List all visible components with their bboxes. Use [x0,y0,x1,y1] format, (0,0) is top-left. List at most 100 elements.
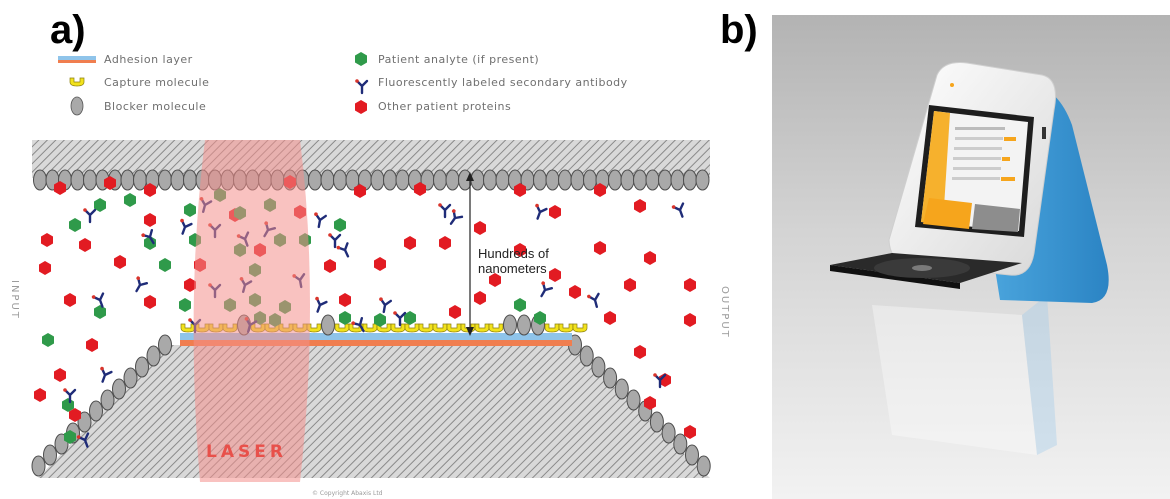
blocker-molecule [146,345,161,367]
screen-button-gray [972,204,1020,232]
laser-beam [193,140,310,482]
patient-analyte-hexagon [94,198,106,212]
antibody [76,432,90,448]
other-protein-hexagon [339,293,351,307]
patient-analyte-hexagon [534,311,546,325]
antibody [351,316,365,333]
legend-proteins-label: Other patient proteins [378,100,511,113]
antibody [315,296,328,313]
device-reflection [872,305,1037,455]
antibody-stroke [337,242,350,258]
blocker-molecule [433,169,447,191]
other-protein-hexagon [34,388,46,402]
blocker-molecule [683,169,697,191]
blocker-molecule [503,314,517,336]
adhesion-layer-orange [180,340,572,346]
blocker-molecule [120,169,135,191]
capture-molecule [572,323,588,333]
antibody-stroke [587,292,600,308]
patient-analyte-hexagon [124,193,136,207]
antibody [328,233,342,249]
blocker-molecule [395,169,410,191]
blocker-molecule [33,169,47,191]
antibody [379,297,392,314]
other-protein-hexagon [474,221,486,235]
capture-molecule [558,323,574,333]
antibody-stroke [379,298,392,314]
antibody-stroke [438,203,452,219]
blocker-molecule [370,169,385,191]
blocker-molecule [558,169,572,191]
antibody-label-dot [76,435,81,439]
capture-molecule [488,323,504,333]
antibody-label-dot [438,203,442,207]
antibody-stroke [449,209,464,225]
capture-molecule [180,323,196,333]
antibody-label-dot [136,276,140,280]
capture-molecule [362,323,378,333]
other-protein-hexagon [414,182,426,196]
blocker-molecule [123,367,138,389]
other-protein-hexagon [144,213,156,227]
antibody-stroke [315,297,328,313]
patient-analyte-hexagon [144,236,156,250]
other-protein-hexagon [604,311,616,325]
antibody-stroke [314,213,327,229]
disc-hub [912,265,932,271]
other-protein-hexagon [324,259,336,273]
other-protein-hexagon [594,183,606,197]
patient-analyte-hexagon [334,218,346,232]
blocker-molecule [645,169,660,191]
legend: Adhesion layer Capture molecule Blocker … [58,52,627,116]
hexagon-icon [355,100,367,114]
other-protein-hexagon [634,199,646,213]
blocker-molecule [158,334,172,356]
antibody [180,218,193,235]
other-protein-hexagon [684,278,696,292]
antibody-label-dot [328,233,332,237]
other-protein-hexagon [684,425,696,439]
antibody-stroke [135,276,149,293]
blocker-molecule [517,314,531,336]
blocker-molecule [495,169,510,191]
blocker-molecule [591,356,606,378]
antibody-label-dot [587,294,591,299]
antibody-label-dot [63,388,67,392]
tray-edge [830,265,960,289]
blocker-molecule [695,169,710,191]
other-protein-hexagon [54,181,66,195]
patient-analyte-hexagon [374,313,386,327]
patient-analyte-hexagon [159,258,171,272]
other-protein-hexagon [79,238,91,252]
blocker-molecule [570,169,585,191]
antibody [449,209,464,225]
antibody-label-dot [180,218,184,223]
blocker-molecule [696,455,711,477]
brand-dot [950,83,954,87]
other-protein-hexagon [144,183,156,197]
blocker-molecule [649,411,664,433]
device-photo [772,15,1170,499]
patient-analyte-hexagon [339,311,351,325]
blocker-molecule [320,169,335,191]
blocker-molecule [483,169,497,191]
other-protein-hexagon [184,278,196,292]
capture-molecule [446,323,462,333]
legend-blocker-label: Blocker molecule [104,100,206,113]
blocker-molecule [608,169,622,191]
patient-analyte-hexagon [179,298,191,312]
other-protein-hexagon [549,205,561,219]
laser-label: LASER [206,442,287,462]
legend-adhesion-swatch [58,56,96,63]
antibody [535,203,548,220]
antibody-stroke [328,233,342,249]
other-protein-hexagon [374,257,386,271]
gap-label-line1: Hundreds of [478,246,549,261]
patient-analyte-hexagon [69,218,81,232]
antibody-label-dot [379,297,383,302]
other-protein-hexagon [624,278,636,292]
antibody [83,208,97,224]
other-protein-hexagon [54,368,66,382]
patient-analyte-hexagon [94,305,106,319]
hexagon-icon [355,52,367,66]
